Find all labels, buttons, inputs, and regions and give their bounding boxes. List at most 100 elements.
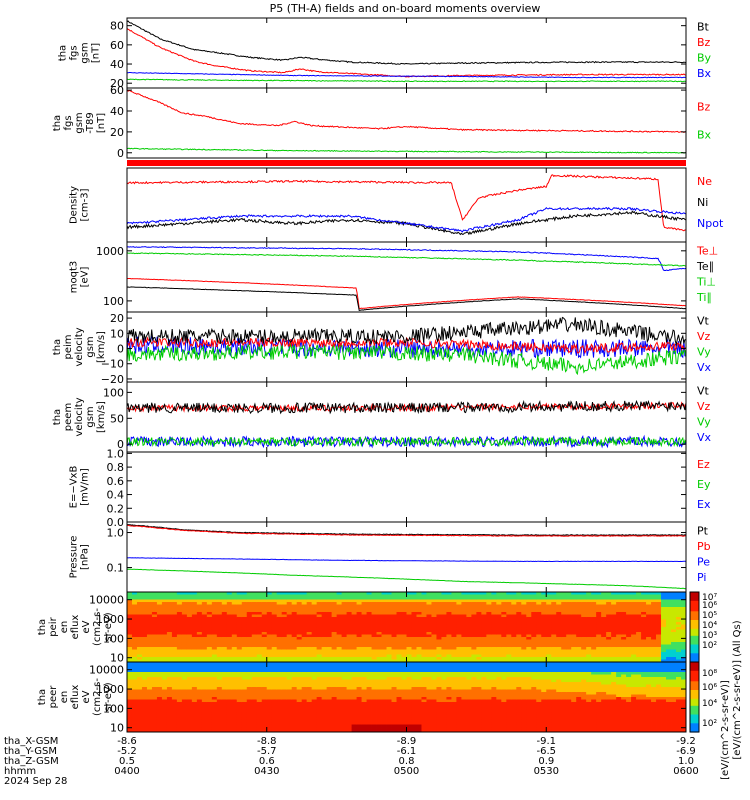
- spectrogram-cell: [446, 657, 452, 660]
- spectrogram-cell: [231, 664, 238, 668]
- spectrogram-cell: [561, 652, 567, 655]
- spectrogram-cell: [281, 654, 288, 658]
- spectrogram-cell: [376, 719, 382, 723]
- spectrogram-cell: [221, 724, 228, 728]
- spectrogram-cell: [421, 644, 427, 648]
- legend-entry: Te∥: [696, 260, 714, 273]
- spectrogram-cell: [441, 624, 447, 628]
- spectrogram-cell: [411, 614, 417, 618]
- spectrogram-cell: [151, 662, 158, 665]
- spectrogram-cell: [216, 662, 223, 665]
- spectrogram-cell: [426, 627, 432, 630]
- spectrogram-cell: [361, 707, 367, 710]
- spectrogram-cell: [496, 639, 502, 643]
- spectrogram-cell: [661, 617, 667, 620]
- y-axis-label: [km/s]: [96, 401, 107, 433]
- spectrogram-cell: [186, 644, 193, 648]
- spectrogram-cell: [671, 612, 677, 615]
- spectrogram-cell: [261, 622, 268, 625]
- spectrogram-cell: [246, 719, 253, 723]
- spectrogram-cell: [671, 614, 677, 618]
- spectrogram-cell: [281, 609, 288, 613]
- spectrogram-cell: [281, 612, 288, 615]
- spectrogram-cell: [401, 697, 407, 700]
- spectrogram-cell: [451, 602, 457, 605]
- spectrogram-cell: [216, 717, 223, 720]
- spectrogram-cell: [381, 704, 387, 708]
- spectrogram-cell: [256, 682, 263, 685]
- spectrogram-cell: [326, 607, 333, 610]
- spectrogram-cell: [596, 624, 602, 628]
- spectrogram-cell: [131, 719, 138, 723]
- spectrogram-cell: [631, 657, 637, 660]
- spectrogram-cell: [521, 627, 527, 630]
- spectrogram-cell: [471, 659, 477, 663]
- spectrogram-cell: [291, 632, 298, 635]
- spectrogram-cell: [621, 629, 627, 633]
- spectrogram-cell: [391, 699, 397, 703]
- spectrogram-cell: [196, 702, 203, 705]
- spectrogram-cell: [326, 722, 333, 725]
- spectrogram-cell: [361, 649, 367, 653]
- spectrogram-cell: [151, 597, 158, 600]
- spectrogram-cell: [241, 707, 248, 710]
- spectrogram-cell: [361, 594, 367, 598]
- spectrogram-cell: [176, 619, 183, 623]
- spectrogram-cell: [606, 612, 612, 615]
- spectrogram-cell: [156, 597, 163, 600]
- spectrogram-cell: [211, 722, 218, 725]
- spectrogram-cell: [511, 599, 517, 603]
- spectrogram-cell: [166, 709, 173, 713]
- spectrogram-cell: [221, 707, 228, 710]
- spectrogram-cell: [601, 622, 607, 625]
- spectrogram-cell: [341, 629, 348, 633]
- spectrogram-cell: [626, 594, 632, 598]
- spectrogram-cell: [631, 592, 637, 595]
- spectrogram-cell: [236, 624, 243, 628]
- spectrogram-cell: [151, 659, 158, 663]
- spectrogram-cell: [606, 654, 612, 658]
- spectrogram-cell: [386, 609, 392, 613]
- spectrogram-cell: [511, 597, 517, 600]
- spectrogram-cell: [261, 684, 268, 688]
- spectrogram-cell: [386, 654, 392, 658]
- spectrogram-cell: [131, 627, 138, 630]
- spectrogram-cell: [301, 709, 308, 713]
- spectrogram-cell: [226, 592, 233, 595]
- spectrogram-cell: [211, 727, 218, 730]
- spectrogram-cell: [396, 647, 402, 650]
- spectrogram-cell: [391, 672, 397, 675]
- spectrogram-cell: [361, 662, 367, 665]
- spectrogram-cell: [326, 614, 333, 618]
- spectrogram-cell: [146, 654, 153, 658]
- spectrogram-cell: [136, 647, 143, 650]
- spectrogram-cell: [336, 674, 343, 678]
- spectrogram-cell: [281, 624, 288, 628]
- spectrogram-cell: [661, 607, 667, 610]
- spectrogram-cell: [681, 659, 687, 663]
- spectrogram-cell: [391, 609, 397, 613]
- spectrogram-cell: [591, 624, 597, 628]
- spectrogram-cell: [386, 614, 392, 618]
- spectrogram-cell: [251, 594, 258, 598]
- spectrogram-cell: [251, 707, 258, 710]
- spectrogram-cell: [181, 647, 188, 650]
- spectrogram-cell: [531, 624, 537, 628]
- spectrogram-cell: [216, 684, 223, 688]
- spectrogram-cell: [186, 639, 193, 643]
- spectrogram-cell: [376, 602, 382, 605]
- spectrogram-cell: [301, 619, 308, 623]
- spectrogram-cell: [336, 597, 343, 600]
- spectrogram-cell: [411, 634, 417, 638]
- spectrogram-cell: [496, 602, 502, 605]
- y-tick-label: 60: [110, 84, 124, 97]
- spectrogram-cell: [491, 639, 497, 643]
- spectrogram-cell: [316, 619, 323, 623]
- spectrogram-cell: [296, 654, 303, 658]
- spectrogram-cell: [456, 599, 462, 603]
- spectrogram-cell: [321, 607, 328, 610]
- spectrogram-cell: [176, 662, 183, 665]
- spectrogram-cell: [516, 602, 522, 605]
- spectrogram-cell: [401, 707, 407, 710]
- spectrogram-cell: [606, 627, 612, 630]
